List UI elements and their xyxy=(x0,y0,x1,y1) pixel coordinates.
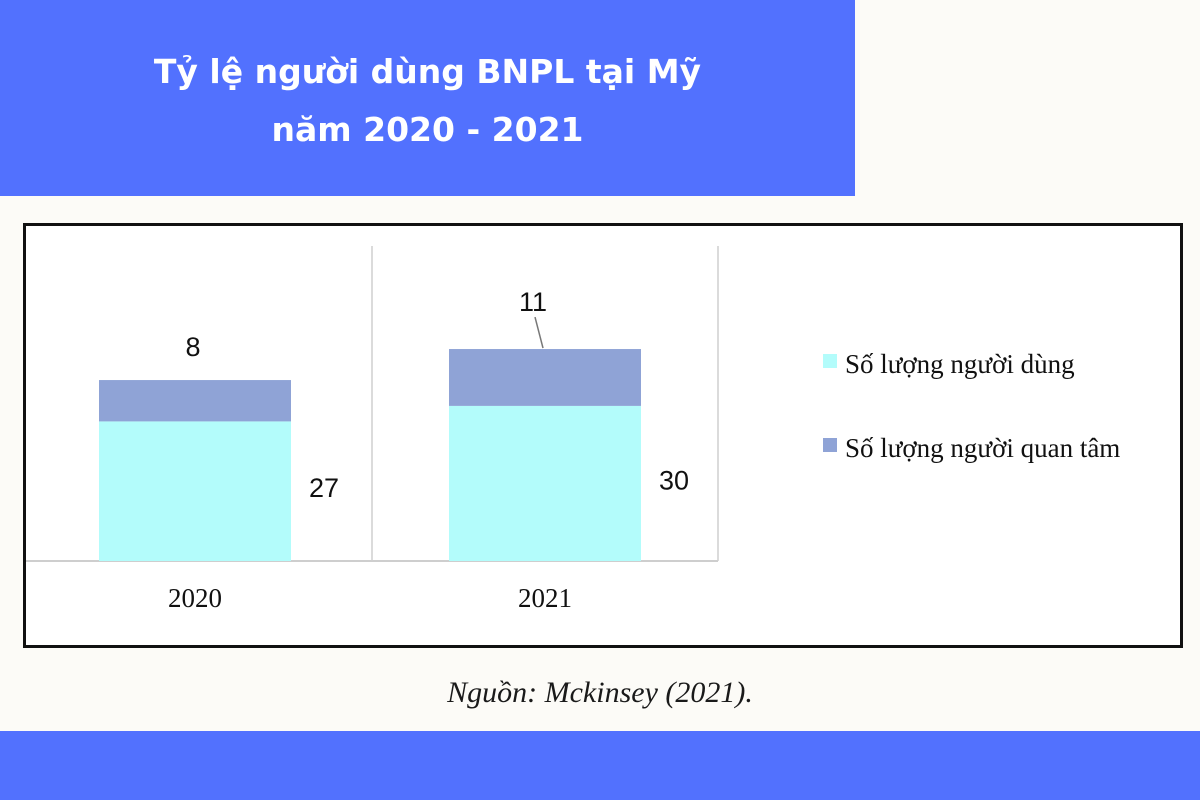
data-label-leader-line xyxy=(534,316,544,349)
legend-swatch-interested xyxy=(823,438,837,452)
bar-2021-users xyxy=(449,405,641,561)
data-label-users-2020: 27 xyxy=(309,473,339,503)
stacked-bar-chart: 27 8 2020 30 11 2021 Số lượng người dùng Số lượ… xyxy=(26,246,1120,613)
chart-frame: 27 8 2020 30 11 2021 Số lượng người dùng Số lượ… xyxy=(23,223,1183,648)
chart-title-line-1: Tỷ lệ người dùng BNPL tại Mỹ xyxy=(153,52,702,91)
legend-swatch-users xyxy=(823,354,837,368)
x-tick-label-2021: 2021 xyxy=(518,583,572,613)
data-label-interested-2021: 11 xyxy=(519,287,547,317)
data-label-users-2021: 30 xyxy=(659,466,689,496)
x-tick-label-2020: 2020 xyxy=(168,583,222,613)
legend-label-interested: Số lượng người quan tâm xyxy=(845,433,1120,463)
bar-2020-users xyxy=(99,421,291,561)
bar-2021-interested xyxy=(449,349,641,406)
source-caption: Nguồn: Mckinsey (2021). xyxy=(447,676,753,709)
legend-label-users: Số lượng người dùng xyxy=(845,349,1075,379)
chart-title-line-2: năm 2020 - 2021 xyxy=(271,110,584,149)
bar-2020-interested xyxy=(99,380,291,422)
title-banner: Tỷ lệ người dùng BNPL tại Mỹ năm 2020 - … xyxy=(0,0,855,196)
footer-band xyxy=(0,731,1200,800)
data-label-interested-2020: 8 xyxy=(185,332,200,362)
